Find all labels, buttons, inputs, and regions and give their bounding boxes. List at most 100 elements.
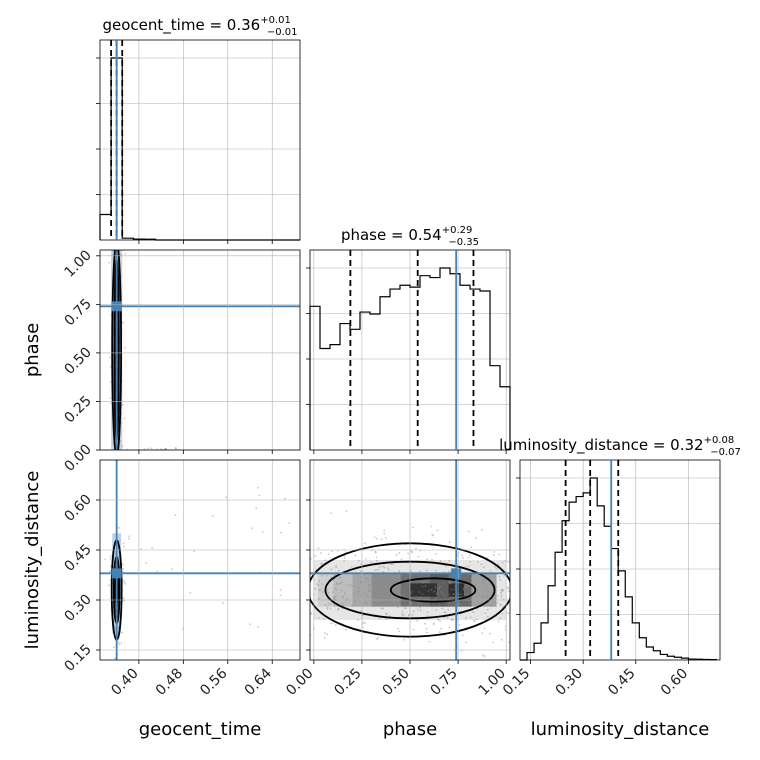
panel-phase-vs-luminosity_distance-sample-202	[474, 584, 477, 586]
panel-phase-vs-luminosity_distance-sample-325	[374, 550, 377, 553]
panel-geocent_time-vs-phase-sample-122	[124, 346, 127, 349]
panel-phase-vs-luminosity_distance-sample-125	[314, 554, 317, 557]
panel-phase-vs-luminosity_distance-sample-145	[399, 593, 402, 596]
panel-phase-vs-luminosity_distance-sample-66	[343, 555, 346, 558]
panel-geocent_time-vs-luminosity_distance-sample-12	[124, 582, 127, 585]
panel-phase-vs-luminosity_distance-sample-369	[366, 594, 369, 597]
panel-phase-vs-luminosity_distance-sample-119	[496, 602, 499, 604]
panel-phase-vs-luminosity_distance-sample-344	[403, 638, 405, 641]
panel-phase-vs-luminosity_distance-sample-404	[427, 589, 430, 592]
panel-phase-vs-luminosity_distance-sample-107	[407, 614, 410, 617]
panel-phase-vs-luminosity_distance-sample-451	[381, 602, 384, 605]
panel-geocent_time-vs-luminosity_distance-sample-51	[118, 643, 121, 646]
panel-phase-vs-luminosity_distance-sample-427	[320, 552, 322, 554]
panel-phase-vs-luminosity_distance-sample-64	[427, 660, 429, 662]
panel-phase-vs-luminosity_distance-sample-130	[366, 578, 368, 581]
title-geocent_time-minus: −0.01	[267, 27, 298, 38]
panel-phase-vs-luminosity_distance-sample-439	[459, 592, 462, 595]
ylabel-phase: phase	[22, 323, 43, 377]
panel-phase-vs-luminosity_distance-sample-261	[449, 582, 451, 585]
luminosity-distance-xlabel-0: 0.15	[500, 666, 533, 699]
panel-phase-vs-luminosity_distance-sample-210	[489, 569, 492, 572]
panel-phase-vs-luminosity_distance-contour-2	[389, 577, 477, 603]
panel-phase-vs-luminosity_distance-sample-154	[337, 569, 340, 572]
panel-phase-vs-luminosity_distance-sample-432	[342, 596, 345, 599]
panel-phase-vs-luminosity_distance-sample-384	[410, 570, 413, 573]
luminosity-distance-xlabel-3: 0.60	[658, 666, 691, 699]
panel-phase-vs-luminosity_distance-sample-355	[377, 580, 380, 583]
panel-phase-vs-luminosity_distance-sample-342	[473, 620, 476, 623]
panel-phase-vs-luminosity_distance-sample-224	[481, 581, 484, 584]
panel-geocent_time-vs-luminosity_distance-sample-133	[122, 564, 125, 566]
panel-phase-vs-luminosity_distance-sample-190	[343, 548, 345, 551]
panel-phase-vs-luminosity_distance-sample-146	[422, 581, 425, 584]
panel-geocent_time-vs-luminosity_distance-sample-28	[122, 567, 124, 570]
panel-phase-vs-luminosity_distance-sample-88	[473, 619, 476, 621]
panel-phase-vs-luminosity_distance-sample-29	[390, 563, 393, 566]
panel-geocent_time-vs-luminosity_distance-sample-77	[222, 602, 224, 604]
panel-phase-vs-luminosity_distance-sample-509	[385, 618, 388, 620]
panel-phase-vs-luminosity_distance-sample-517	[465, 565, 467, 568]
panel-phase-vs-luminosity_distance-sample-93	[331, 550, 333, 553]
panel-geocent_time-vs-phase-sample-158	[122, 321, 124, 324]
panel-phase-vs-luminosity_distance-sample-273	[375, 551, 377, 554]
panel-phase-vs-luminosity_distance-sample-360	[431, 558, 433, 561]
panel-geocent_time-vs-luminosity_distance-sample-105	[279, 589, 282, 592]
panel-phase-vs-luminosity_distance-sample-456	[500, 638, 503, 641]
phase-xlabel-0: 0.00	[283, 666, 316, 699]
panel-phase-vs-luminosity_distance-sample-290	[400, 575, 402, 578]
panel-phase-vs-luminosity_distance-sample-262	[374, 569, 377, 572]
panel-phase-vs-luminosity_distance-sample-354	[439, 560, 442, 563]
panel-phase-vs-luminosity_distance-sample-424	[444, 597, 447, 600]
panel-phase-vs-luminosity_distance-sample-502	[343, 560, 345, 562]
panel-phase-vs-luminosity_distance-sample-180	[486, 595, 489, 598]
panel-phase-vs-luminosity_distance-sample-420	[448, 582, 451, 584]
panel-phase-vs-luminosity_distance-sample-363	[363, 593, 366, 596]
panel-phase-vs-luminosity_distance-sample-105	[367, 586, 370, 588]
panel-phase-vs-luminosity_distance-sample-482	[468, 603, 471, 606]
panel-phase-vs-luminosity_distance-sample-91	[337, 608, 339, 611]
panel-phase-vs-luminosity_distance-sample-298	[465, 641, 467, 644]
panel-geocent_time-vs-phase-sample-156	[156, 448, 158, 450]
panel-phase-vs-luminosity_distance-sample-106	[501, 590, 504, 592]
panel-phase-vs-luminosity_distance-sample-55	[320, 562, 323, 565]
panel-phase-vs-luminosity_distance-sample-395	[394, 585, 397, 588]
panel-phase-vs-luminosity_distance-sample-323	[374, 576, 377, 579]
title-luminosity_distance-plus: +0.08	[704, 435, 735, 446]
panel-geocent_time-vs-luminosity_distance-sample-90	[113, 646, 115, 649]
panel-phase-vs-luminosity_distance-density-6	[429, 573, 449, 607]
panel-geocent_time-vs-phase-truth-marker	[111, 301, 122, 312]
panel-phase-vs-luminosity_distance-sample-393	[364, 622, 366, 625]
panel-geocent_time-vs-luminosity_distance-sample-26	[145, 562, 148, 565]
panel-phase-vs-luminosity_distance-sample-189	[327, 553, 330, 556]
panel-phase-vs-luminosity_distance-sample-429	[340, 589, 343, 592]
panel-phase-vs-luminosity_distance-sample-304	[326, 633, 328, 636]
panel-phase-vs-luminosity_distance-sample-382	[494, 566, 496, 568]
panel-phase-vs-luminosity_distance-sample-402	[481, 632, 483, 635]
panel-phase-vs-luminosity_distance-sample-263	[339, 576, 342, 579]
panel-phase-vs-luminosity_distance-sample-138	[495, 586, 498, 589]
panel-phase-vs-luminosity_distance-sample-193	[405, 607, 407, 610]
title-phase-plus: +0.29	[442, 225, 473, 236]
panel-phase-vs-luminosity_distance-sample-214	[357, 559, 360, 562]
panel-phase-vs-luminosity_distance-sample-203	[418, 606, 421, 609]
panel-phase-vs-luminosity_distance-sample-40	[439, 627, 442, 630]
title-phase-value: phase = 0.54	[341, 226, 442, 244]
panel-phase-vs-luminosity_distance-sample-348	[323, 618, 325, 621]
panel-phase-vs-luminosity_distance-sample-414	[500, 596, 503, 598]
panel-phase-vs-luminosity_distance-sample-506	[437, 588, 439, 591]
panel-phase-vs-luminosity_distance-sample-303	[380, 538, 383, 541]
panel-phase-vs-luminosity_distance-sample-229	[450, 618, 453, 621]
panel-phase-vs-luminosity_distance-sample-240	[468, 597, 471, 600]
panel-phase-vs-luminosity_distance-sample-408	[446, 603, 449, 606]
panel-geocent_time-vs-luminosity_distance-sample-128	[255, 507, 258, 510]
title-luminosity_distance-minus: −0.07	[710, 447, 741, 458]
panel-phase-vs-luminosity_distance-sample-421	[450, 660, 452, 662]
panel-geocent_time-vs-luminosity_distance-sample-120	[128, 537, 130, 540]
panel-phase-vs-luminosity_distance-sample-47	[335, 566, 338, 569]
panel-geocent_time-vs-luminosity_distance-sample-122	[122, 597, 125, 599]
panel-phase-vs-luminosity_distance-sample-431	[378, 617, 381, 620]
panel-phase-vs-luminosity_distance-sample-113	[498, 553, 501, 556]
panel-phase-vs-luminosity_distance-sample-70	[462, 557, 465, 559]
panel-phase-vs-luminosity_distance-sample-268	[324, 632, 326, 635]
